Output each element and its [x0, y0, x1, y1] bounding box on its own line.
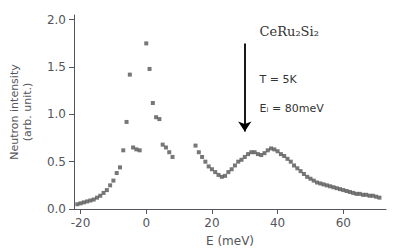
svg-text:40: 40: [270, 216, 285, 230]
svg-text:Neutron intensity: Neutron intensity: [8, 64, 21, 160]
svg-text:20: 20: [204, 216, 219, 230]
svg-text:-20: -20: [71, 216, 91, 230]
svg-text:2.0: 2.0: [47, 13, 66, 27]
svg-text:0.0: 0.0: [47, 202, 66, 216]
svg-text:Eᵢ = 80meV: Eᵢ = 80meV: [260, 102, 325, 115]
svg-text:0: 0: [142, 216, 150, 230]
svg-text:(arb. unit.): (arb. unit.): [21, 83, 34, 142]
svg-text:60: 60: [336, 216, 351, 230]
svg-text:0.5: 0.5: [47, 155, 66, 169]
svg-text:1.0: 1.0: [47, 107, 66, 121]
svg-text:T = 5K: T = 5K: [259, 73, 298, 86]
svg-text:E (meV): E (meV): [206, 234, 254, 248]
svg-text:1.5: 1.5: [47, 60, 66, 74]
svg-text:CeRu₂Si₂: CeRu₂Si₂: [260, 24, 319, 39]
